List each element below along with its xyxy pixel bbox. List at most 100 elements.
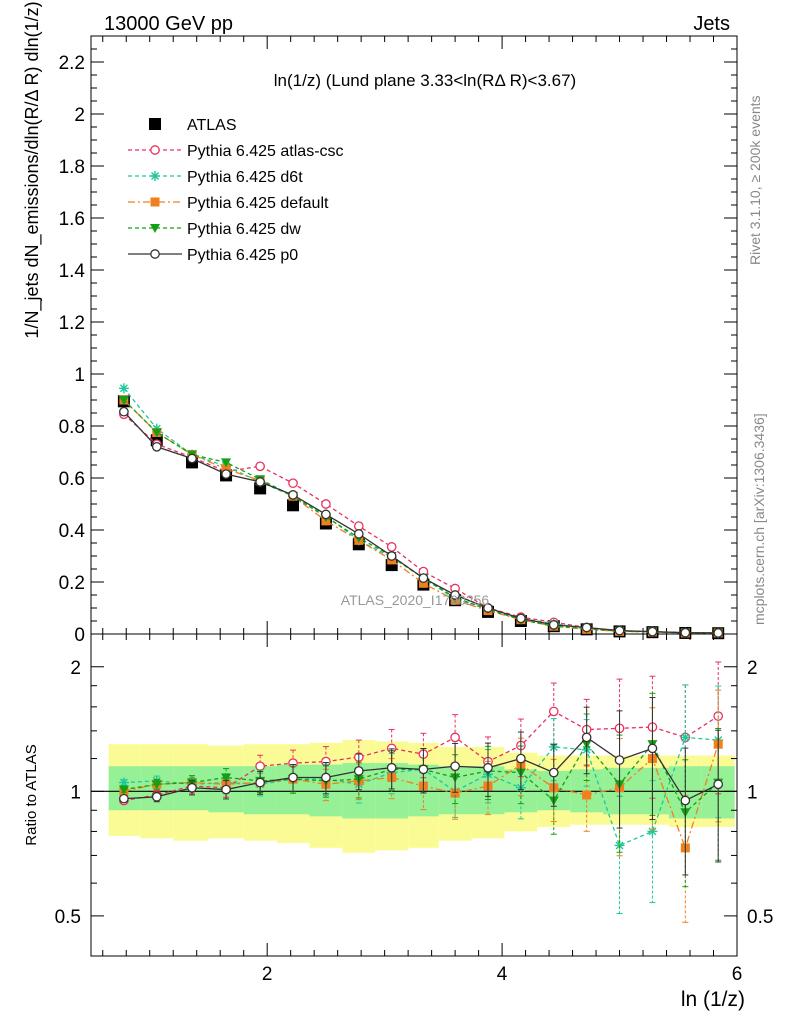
main-y-tick-label: 1.8 — [59, 157, 85, 178]
ratio-point-p0 — [614, 755, 625, 765]
main-y-tick-label: 1.4 — [59, 261, 86, 282]
legend-marker-default — [150, 197, 160, 207]
x-axis-label: ln (1/z) — [681, 988, 745, 1011]
point-p0 — [418, 573, 429, 583]
ratio-y-tick-label-right: 0.5 — [747, 907, 773, 928]
ratio-point-atlas_csc — [255, 761, 265, 772]
ratio-point-p0 — [581, 732, 592, 743]
ratio-point-p0 — [386, 762, 397, 773]
ratio-point-d6t — [680, 732, 691, 743]
point-p0 — [581, 622, 592, 633]
ratio-point-p0 — [450, 761, 460, 772]
point-dw — [118, 396, 129, 405]
point-p0 — [119, 406, 129, 417]
ratio-point-p0 — [151, 791, 162, 802]
rivet-label: Rivet 3.1.10, ≥ 200k events — [747, 95, 763, 265]
legend-item-default: Pythia 6.425 default — [128, 195, 329, 212]
main-axis-ticks: 0 0.2 0.4 0.6 0.8 1 1.2 1.4 1.6 1.8 2 2.2 — [59, 35, 738, 646]
plot-title: ln(1/z) (Lund plane 3.33<ln(RΔ R)<3.67) — [274, 71, 576, 90]
main-y-tick-label: 1.6 — [59, 209, 85, 230]
main-y-tick-label: 0.6 — [59, 469, 85, 490]
main-y-tick-label: 0 — [74, 625, 85, 646]
point-p0 — [151, 441, 162, 452]
point-d6t — [118, 383, 129, 394]
ratio-point-atlas_csc — [450, 732, 460, 743]
legend-item-atlas_csc: Pythia 6.425 atlas-csc — [128, 143, 344, 160]
point-atlas_csc — [321, 499, 331, 509]
series-p0 — [119, 406, 724, 638]
ratio-point-p0 — [548, 767, 559, 778]
legend-marker-dw — [150, 224, 160, 233]
point-atlas_csc — [386, 542, 397, 552]
ratio-y-axis-label: Ratio to ATLAS — [23, 744, 40, 845]
point-p0 — [483, 603, 493, 613]
ratio-point-p0 — [680, 795, 691, 806]
main-y-tick-label: 0.8 — [59, 417, 85, 438]
point-p0 — [353, 529, 364, 539]
x-tick-label: 6 — [732, 964, 743, 985]
legend-label-ATLAS: ATLAS — [187, 117, 237, 134]
ratio-uncertainty-bands — [108, 740, 735, 853]
point-p0 — [221, 469, 231, 479]
legend-marker-d6t — [150, 171, 160, 181]
ratio-y-tick-label: 1 — [70, 782, 81, 803]
point-p0 — [321, 509, 331, 520]
main-y-tick-label: 0.4 — [59, 521, 86, 542]
ratio-y-tick-label-right: 2 — [747, 658, 758, 679]
point-dw — [221, 458, 232, 468]
ratio-point-p0 — [353, 766, 364, 776]
ratio-point-atlas_csc — [548, 706, 559, 717]
ratio-point-p0 — [516, 753, 526, 764]
legend-label-d6t: Pythia 6.425 d6t — [187, 169, 303, 186]
ratio-y-tick-label: 0.5 — [55, 907, 81, 928]
ratio-point-dw — [151, 780, 162, 790]
ratio-series-layer — [118, 661, 724, 923]
ratio-point-default — [582, 790, 592, 800]
header-left: 13000 GeV pp — [104, 13, 233, 35]
ratio-point-p0 — [119, 793, 129, 804]
legend-item-d6t: Pythia 6.425 d6t — [128, 169, 303, 186]
legend-marker-p0 — [150, 249, 160, 259]
point-p0 — [548, 620, 559, 630]
main-y-tick-label: 2 — [74, 105, 85, 126]
x-tick-label: 4 — [497, 964, 508, 985]
point-p0 — [516, 613, 526, 624]
point-default — [418, 578, 428, 588]
point-p0 — [614, 625, 625, 636]
legend-label-default: Pythia 6.425 default — [187, 195, 329, 212]
ratio-point-p0 — [418, 764, 429, 775]
ratio-point-default — [450, 788, 460, 798]
legend: ATLAS Pythia 6.425 atlas-csc Pythia 6.425 … — [128, 117, 344, 264]
ratio-point-p0 — [321, 772, 331, 783]
point-p0 — [187, 453, 197, 464]
legend-item-p0: Pythia 6.425 p0 — [128, 247, 298, 264]
legend-marker-atlas_csc — [150, 145, 160, 155]
x-tick-label: 2 — [262, 964, 273, 985]
point-p0 — [647, 626, 658, 637]
point-atlas_csc — [255, 461, 265, 472]
point-p0 — [255, 477, 265, 487]
legend-marker-ATLAS — [149, 118, 161, 130]
point-p0 — [680, 627, 691, 638]
main-y-tick-label: 0.2 — [59, 573, 85, 594]
ratio-series-p0 — [119, 697, 724, 876]
ratio-point-p0 — [713, 779, 724, 790]
header-right: Jets — [693, 13, 730, 35]
legend-item-ATLAS: ATLAS — [149, 117, 237, 134]
point-atlas_csc — [288, 478, 298, 489]
point-p0 — [713, 628, 724, 638]
point-default — [221, 464, 231, 474]
ratio-point-p0 — [647, 743, 658, 754]
ratio-y-tick-label-right: 1 — [747, 782, 758, 803]
point-p0 — [386, 551, 397, 561]
main-y-tick-label: 1 — [74, 365, 85, 386]
main-y-tick-label: 2.2 — [59, 53, 85, 74]
point-ATLAS — [287, 499, 300, 512]
ratio-point-p0 — [288, 772, 298, 783]
ratio-point-dw — [118, 785, 129, 795]
legend-item-dw: Pythia 6.425 dw — [128, 221, 301, 238]
analysis-watermark: ATLAS_2020_I1790256 — [341, 592, 490, 608]
mcplots-label: mcplots.cern.ch [arXiv:1306.3436] — [751, 413, 767, 625]
legend-label-atlas_csc: Pythia 6.425 atlas-csc — [187, 143, 344, 160]
